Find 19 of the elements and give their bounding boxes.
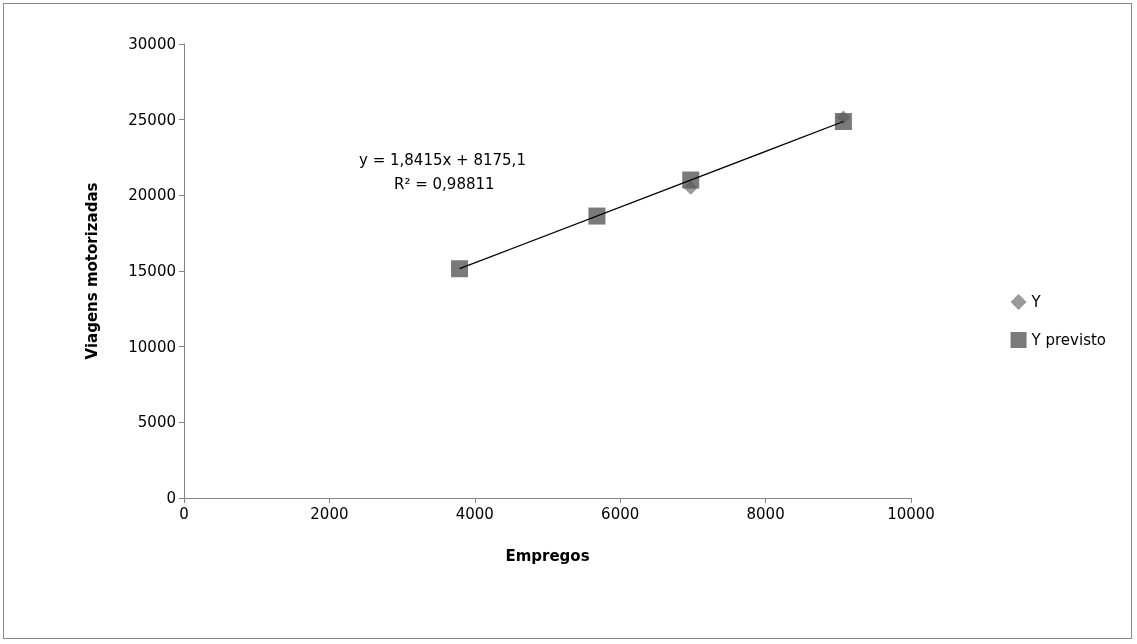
annotation: y = 1,8415x + 8175,1 — [359, 150, 526, 169]
x-tick-label: 8000 — [746, 504, 785, 523]
y-tick-label: 15000 — [128, 262, 176, 280]
x-tick-label: 2000 — [310, 504, 349, 523]
x-axis-title: Empregos — [505, 546, 590, 565]
x-tick-label: 0 — [179, 504, 189, 523]
annotation: R² = 0,98811 — [394, 174, 495, 193]
y-axis-title: Viagens motorizadas — [82, 182, 101, 360]
y-tick-label: 0 — [166, 489, 176, 507]
y-tick-label: 5000 — [137, 413, 176, 432]
y-tick-label: 20000 — [128, 186, 176, 205]
x-tick-label: 6000 — [601, 504, 640, 523]
legend-label: Y previsto — [1030, 331, 1106, 349]
y-tick-label: 30000 — [128, 35, 176, 53]
x-tick-label: 10000 — [887, 504, 935, 523]
y-tick-label: 25000 — [128, 110, 176, 129]
x-tick-label: 4000 — [455, 504, 494, 523]
y-tick-label: 10000 — [128, 337, 176, 356]
legend-label: Y — [1030, 293, 1042, 311]
